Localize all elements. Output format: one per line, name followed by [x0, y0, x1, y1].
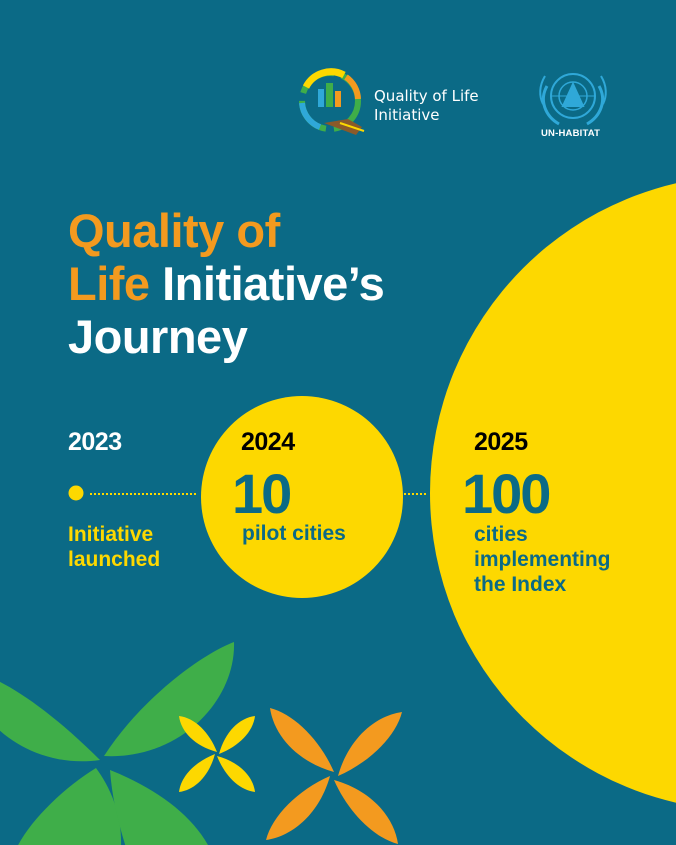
label-2025-line2: implementing: [474, 548, 611, 571]
year-2023: 2023: [68, 428, 122, 456]
label-2024: pilot cities: [242, 522, 346, 545]
quality-of-life-logo-icon: [299, 68, 365, 135]
year-2025: 2025: [474, 428, 528, 456]
page-title: Quality of Life Initiative’s Journey: [68, 204, 385, 363]
title-line2-white: Initiative’s: [162, 257, 385, 310]
label-2025: cities implementing the Index: [474, 522, 611, 597]
year-2024: 2024: [241, 428, 295, 456]
qol-logo-line1: Quality of Life: [374, 87, 479, 105]
un-habitat-label: UN-HABITAT: [541, 128, 601, 139]
timeline-dot-icon: [68, 485, 84, 501]
circle-2025: [430, 183, 676, 803]
title-line1: Quality of: [68, 204, 280, 257]
qol-logo-line2: Initiative: [374, 106, 440, 124]
label-2023-line1: Initiative: [68, 523, 154, 546]
label-2023: Initiative launched: [68, 522, 160, 572]
number-2025: 100: [462, 462, 551, 525]
number-2024: 10: [232, 462, 292, 525]
qol-logo-text: Quality of Life Initiative: [374, 87, 479, 125]
un-habitat-emblem-icon: [539, 73, 607, 126]
flower-decoration-icon: [266, 708, 402, 844]
title-line3: Journey: [68, 310, 248, 363]
label-2025-line3: the Index: [474, 573, 567, 596]
leaf-decoration-icon: [0, 642, 235, 845]
circle-2024: [201, 396, 403, 598]
title-line2-orange: Life: [68, 257, 150, 310]
label-2025-line1: cities: [474, 523, 528, 546]
flower-decoration-icon: [179, 716, 255, 792]
label-2023-line2: launched: [68, 548, 161, 571]
